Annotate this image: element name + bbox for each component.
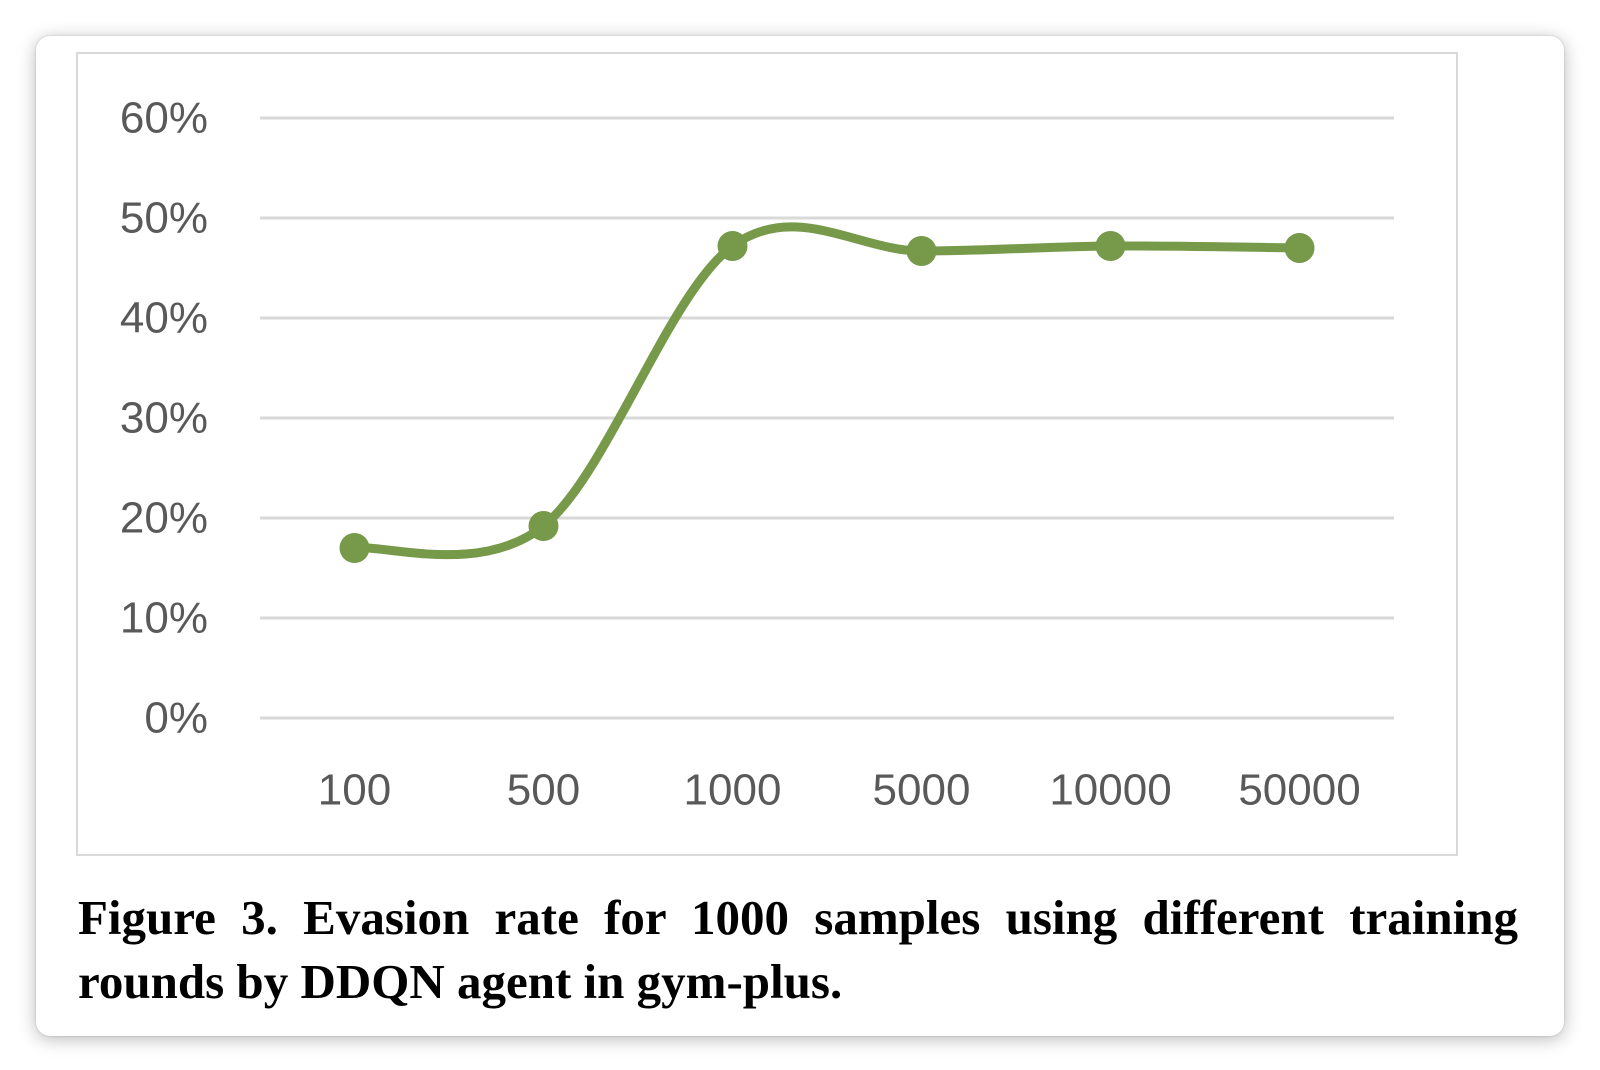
figure-card: 0% 10% 20% 30% 40% 50% 60% 100 500 1000 5000 10000… [36, 36, 1564, 1036]
y-tick-label: 60% [120, 94, 208, 143]
series-layer [339, 222, 1315, 563]
data-point [906, 236, 937, 266]
y-tick-label: 0% [144, 694, 208, 743]
y-tick-label: 30% [120, 394, 208, 443]
data-point [339, 533, 370, 563]
grid-lines [260, 116, 1394, 720]
y-tick-label: 40% [120, 294, 208, 343]
x-tick-label: 50000 [1238, 766, 1360, 815]
y-tick-label: 50% [120, 194, 208, 243]
x-axis-ticks: 100 500 1000 5000 10000 50000 [318, 766, 1361, 815]
series-line [350, 222, 1304, 560]
x-tick-label: 5000 [873, 766, 971, 815]
y-tick-label: 10% [120, 594, 208, 643]
data-point [1095, 231, 1126, 261]
x-tick-label: 100 [318, 766, 391, 815]
y-axis-ticks: 0% 10% 20% 30% 40% 50% 60% [120, 94, 208, 743]
data-point [528, 511, 559, 541]
figure-caption: Figure 3. Evasion rate for 1000 samples … [78, 890, 1518, 1009]
data-point [717, 231, 748, 261]
y-tick-label: 20% [120, 494, 208, 543]
x-tick-label: 1000 [684, 766, 782, 815]
x-tick-label: 10000 [1049, 766, 1171, 815]
chart-frame: 0% 10% 20% 30% 40% 50% 60% 100 500 1000 5000 10000… [76, 52, 1458, 856]
data-point [1284, 233, 1315, 263]
line-chart: 0% 10% 20% 30% 40% 50% 60% 100 500 1000 5000 10000… [120, 94, 1394, 815]
x-tick-label: 500 [507, 766, 580, 815]
